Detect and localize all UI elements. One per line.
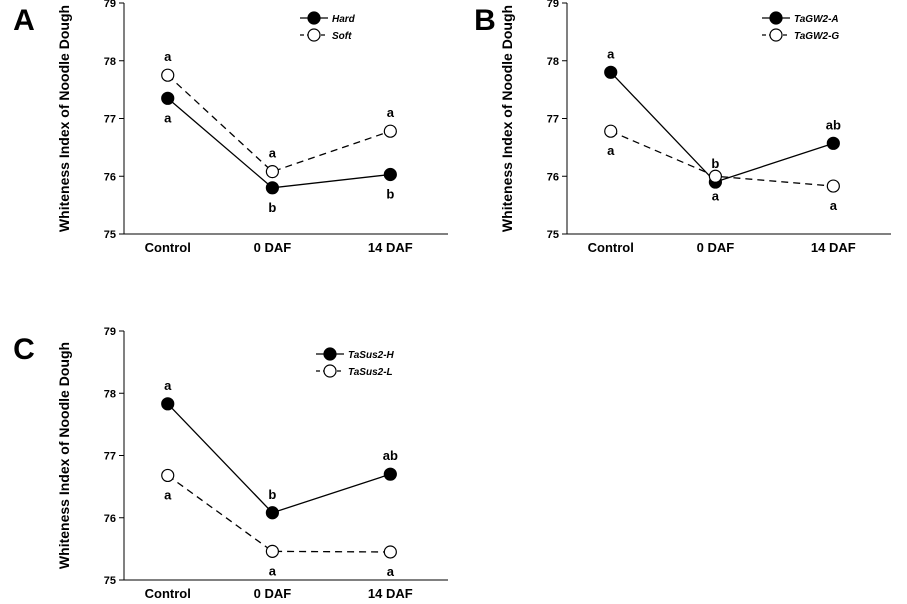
- x-tick-label: Control: [145, 586, 191, 601]
- series-line-tasus2-h: [167, 403, 391, 514]
- legend-marker: [323, 364, 337, 378]
- legend-marker: [323, 347, 337, 361]
- x-tick-label: 0 DAF: [254, 240, 292, 255]
- x-tick-label: 0 DAF: [697, 240, 735, 255]
- series-line-soft: [167, 74, 391, 173]
- chart-panel-a: A 75 76 77 78 79 Whiteness Index of Noodle Dou…: [13, 0, 448, 255]
- y-axis-label: Whiteness Index of Noodle Dough: [499, 5, 515, 232]
- y-tick-label: 78: [547, 56, 559, 68]
- data-point-hard: [265, 181, 279, 195]
- y-tick-label: 76: [104, 171, 116, 183]
- significance-label: a: [830, 198, 838, 213]
- legend-label: TaGW2-G: [794, 31, 839, 42]
- y-tick-label: 76: [547, 171, 559, 183]
- chart-panel-b: B 75 76 77 78 79 Whiteness Index of Noodle Dou…: [474, 0, 891, 255]
- significance-label: b: [268, 487, 276, 502]
- significance-label: b: [386, 187, 394, 202]
- y-tick-label: 77: [104, 114, 116, 126]
- data-point-tagw2-g: [708, 169, 722, 183]
- legend-marker: [307, 11, 321, 25]
- data-point-tasus2-l: [383, 545, 397, 559]
- legend: TaGW2-A TaGW2-G: [762, 11, 839, 42]
- significance-label: a: [712, 188, 720, 203]
- legend: TaSus2-H TaSus2-L: [316, 347, 395, 378]
- y-tick-label: 77: [104, 451, 116, 463]
- data-point-soft: [161, 68, 175, 82]
- panel-letter: C: [13, 333, 35, 366]
- y-tick-label: 75: [104, 575, 116, 587]
- legend-marker: [769, 11, 783, 25]
- data-point-tagw2-a: [826, 136, 840, 150]
- legend-label: Hard: [332, 14, 356, 25]
- data-point-tasus2-l: [265, 544, 279, 558]
- legend: Hard Soft: [300, 11, 356, 42]
- significance-label: a: [387, 564, 395, 579]
- series-line-tagw2-a: [610, 71, 834, 183]
- significance-label: a: [164, 49, 172, 64]
- significance-label: b: [268, 200, 276, 215]
- legend-label: TaSus2-L: [348, 367, 393, 378]
- significance-label: a: [164, 110, 172, 125]
- x-tick-label: 14 DAF: [368, 586, 413, 601]
- significance-label: a: [269, 146, 277, 161]
- significance-label: a: [269, 563, 277, 578]
- panel-letter: B: [474, 4, 496, 37]
- y-tick-label: 77: [547, 114, 559, 126]
- y-axis-label: Whiteness Index of Noodle Dough: [56, 5, 72, 232]
- legend-marker: [307, 28, 321, 42]
- legend-label: Soft: [332, 31, 352, 42]
- data-point-tagw2-a: [604, 65, 618, 79]
- x-tick-label: 14 DAF: [811, 240, 856, 255]
- y-tick-label: 78: [104, 388, 116, 400]
- data-point-tasus2-h: [265, 506, 279, 520]
- series-line-tasus2-l: [167, 474, 391, 553]
- significance-label: b: [711, 156, 719, 171]
- x-tick-label: Control: [145, 240, 191, 255]
- data-point-tasus2-h: [161, 397, 175, 411]
- data-point-tagw2-g: [604, 124, 618, 138]
- y-tick-label: 79: [104, 0, 116, 10]
- y-tick-label: 75: [547, 229, 559, 241]
- data-point-tagw2-g: [826, 179, 840, 193]
- x-tick-label: Control: [588, 240, 634, 255]
- legend-marker: [769, 28, 783, 42]
- panel-letter: A: [13, 4, 35, 37]
- significance-label: ab: [383, 448, 398, 463]
- y-tick-label: 78: [104, 56, 116, 68]
- significance-label: a: [607, 46, 615, 61]
- legend-label: TaSus2-H: [348, 350, 395, 361]
- y-tick-label: 75: [104, 229, 116, 241]
- significance-label: a: [164, 487, 172, 502]
- data-point-hard: [383, 167, 397, 182]
- significance-label: ab: [826, 117, 841, 132]
- chart-panel-c: C 75 76 77 78 79 Whiteness Index of Noodle Dou…: [13, 326, 448, 601]
- y-tick-label: 76: [104, 513, 116, 525]
- y-axis-label: Whiteness Index of Noodle Dough: [56, 342, 72, 569]
- y-tick-label: 79: [547, 0, 559, 10]
- x-tick-label: 0 DAF: [254, 586, 292, 601]
- legend-label: TaGW2-A: [794, 14, 839, 25]
- data-point-tasus2-h: [383, 467, 397, 481]
- data-point-soft: [383, 124, 397, 138]
- series-line-tagw2-g: [610, 130, 834, 187]
- significance-label: a: [164, 378, 172, 393]
- data-point-tasus2-l: [161, 468, 175, 483]
- x-tick-label: 14 DAF: [368, 240, 413, 255]
- significance-label: a: [387, 105, 395, 120]
- data-point-soft: [265, 165, 279, 179]
- y-tick-label: 79: [104, 326, 116, 338]
- data-point-hard: [161, 91, 175, 105]
- significance-label: a: [607, 143, 615, 158]
